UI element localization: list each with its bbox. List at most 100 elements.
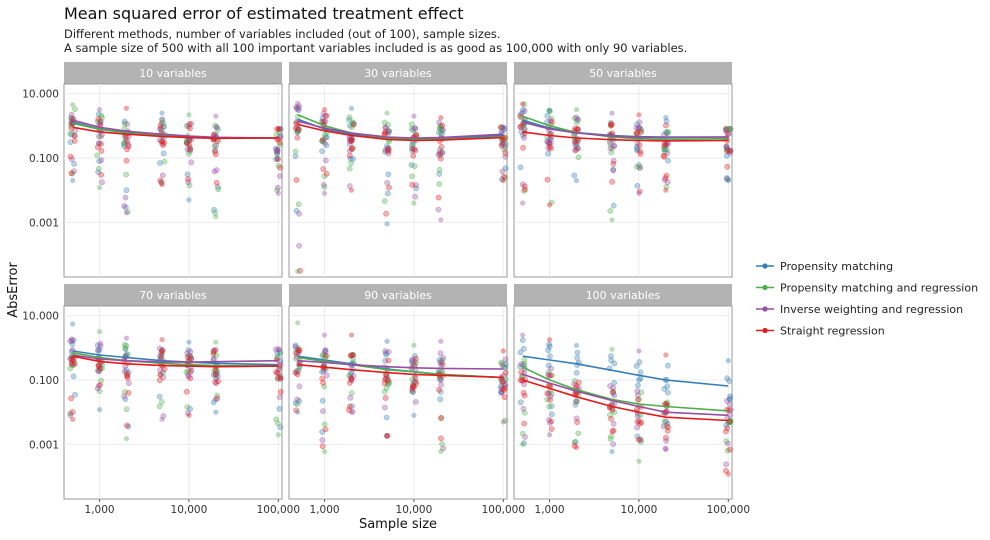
data-point	[727, 446, 733, 453]
data-point	[123, 436, 130, 442]
data-point	[636, 348, 642, 354]
data-point	[293, 177, 300, 183]
data-point	[608, 122, 615, 129]
data-point	[637, 148, 643, 155]
data-point	[71, 137, 78, 144]
data-point	[275, 126, 281, 132]
data-point	[544, 390, 551, 397]
data-point	[295, 268, 301, 274]
data-point	[349, 352, 355, 359]
data-point	[97, 382, 103, 388]
data-point	[272, 346, 279, 353]
data-point	[99, 179, 105, 186]
data-point	[184, 354, 191, 360]
data-point	[409, 173, 415, 180]
data-point	[384, 146, 391, 152]
chart-subtitle-line2: A sample size of 500 with all 100 import…	[64, 41, 687, 55]
data-point	[68, 336, 75, 343]
data-point	[185, 410, 191, 416]
data-point	[121, 393, 127, 400]
data-point	[213, 214, 219, 220]
data-point	[350, 121, 357, 128]
data-point	[520, 200, 526, 206]
data-point	[125, 141, 132, 148]
data-point	[159, 138, 166, 145]
data-point	[276, 126, 283, 132]
data-point	[547, 372, 554, 379]
data-point	[726, 418, 733, 425]
data-point	[213, 179, 220, 186]
panel-frame	[63, 83, 283, 278]
data-point	[212, 371, 219, 377]
data-point	[727, 393, 734, 400]
data-point	[320, 181, 327, 188]
data-point	[546, 107, 553, 114]
data-point	[95, 111, 102, 118]
data-point	[122, 194, 129, 201]
data-point	[664, 362, 671, 369]
data-point	[517, 113, 524, 120]
data-point	[157, 160, 163, 166]
data-point	[123, 157, 130, 164]
data-point	[319, 148, 325, 155]
data-point	[321, 190, 328, 196]
data-point	[437, 122, 444, 129]
data-point	[123, 187, 130, 194]
data-point	[321, 332, 328, 338]
data-point	[545, 347, 551, 353]
y-tick-label: 0.100	[29, 375, 59, 387]
panel-frame	[288, 83, 508, 278]
data-point	[319, 443, 326, 450]
trend-line	[522, 131, 729, 142]
data-point	[663, 115, 669, 121]
data-point	[499, 362, 506, 369]
data-point	[411, 383, 418, 390]
data-point	[213, 113, 219, 119]
data-point	[212, 148, 218, 155]
data-point	[609, 178, 615, 185]
data-point	[575, 154, 582, 161]
data-point	[97, 340, 104, 347]
data-point	[546, 343, 553, 350]
legend-item: Propensity matching and regression	[756, 282, 978, 295]
data-point	[575, 430, 582, 437]
data-point	[636, 164, 643, 171]
data-point	[348, 409, 355, 415]
data-point	[571, 443, 578, 449]
data-point	[294, 134, 301, 141]
chart-title: Mean squared error of estimated treatmen…	[64, 4, 464, 23]
facet-strip-label: 70 variables	[139, 289, 207, 302]
data-point	[183, 388, 190, 395]
data-point	[94, 144, 101, 151]
data-point	[438, 415, 444, 421]
data-point	[436, 166, 443, 173]
data-point	[517, 124, 524, 130]
data-point	[610, 143, 617, 150]
data-point	[156, 403, 163, 410]
data-point	[384, 221, 390, 227]
data-point	[159, 416, 165, 422]
data-point	[724, 163, 731, 170]
data-point	[187, 348, 194, 355]
trend-line	[297, 359, 504, 370]
data-point	[500, 124, 506, 130]
data-point	[322, 347, 328, 354]
data-point	[412, 399, 419, 405]
data-point	[412, 147, 419, 154]
data-point	[210, 399, 217, 406]
data-point	[321, 448, 328, 455]
data-point	[722, 126, 729, 132]
data-point	[386, 184, 392, 191]
data-point	[409, 145, 416, 152]
data-point	[320, 136, 326, 143]
facet-strip	[514, 62, 732, 84]
data-point	[294, 106, 301, 113]
data-point	[660, 423, 667, 430]
data-point	[275, 184, 281, 191]
data-point	[663, 183, 670, 190]
data-point	[665, 389, 671, 396]
legend-item: Propensity matching	[756, 260, 893, 273]
data-point	[572, 139, 578, 145]
data-point	[438, 381, 445, 388]
data-point	[188, 159, 195, 166]
